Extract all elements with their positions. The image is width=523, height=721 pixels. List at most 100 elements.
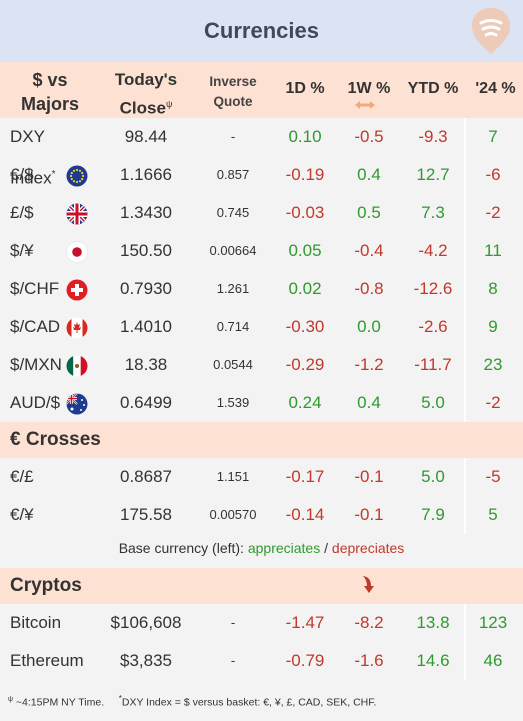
1w-change: -1.2	[354, 355, 384, 374]
table-row: $/CHF 0.7930 1.261 0.02 -0.8 -12.6 8	[0, 270, 523, 308]
ytd-change: -4.2	[418, 241, 448, 260]
1d-change: 0.02	[288, 279, 322, 298]
header-bar: Currencies	[0, 0, 523, 62]
inverse-value: 0.00664	[209, 243, 257, 258]
inverse-value: 0.745	[216, 205, 250, 220]
ytd-change: 12.7	[416, 165, 450, 184]
2024-change: 11	[484, 241, 502, 260]
canada-flag-icon	[66, 317, 88, 339]
table-row: DXY Index* 98.44 - 0.10 -0.5 -9.3 7	[0, 118, 523, 188]
eu-flag-icon	[66, 165, 88, 187]
close-value: 0.6499	[120, 393, 172, 412]
1d-change: -0.03	[285, 203, 325, 222]
pair-label: £/$	[10, 194, 90, 232]
table-row: €/¥ 175.58 0.00570 -0.14 -0.1 7.9 5	[0, 496, 523, 534]
1w-change: 0.0	[357, 317, 381, 336]
table-row: $/CAD 1.4010 0.714 -0.30 0.0 -2.6 9	[0, 308, 523, 346]
close-value: $106,608	[110, 613, 182, 632]
footnote-mark: *	[51, 169, 56, 180]
pair-label: $/CHF	[10, 270, 90, 308]
pair-label: €/£	[10, 458, 90, 496]
1w-change: -0.8	[354, 279, 384, 298]
1d-change: -0.30	[285, 317, 325, 336]
2024-change: 46	[483, 651, 503, 670]
1d-change: -0.19	[285, 165, 325, 184]
inverse-value: -	[230, 129, 236, 144]
column-divider	[464, 458, 466, 534]
ytd-change: 13.8	[416, 613, 450, 632]
pair-label: €/¥	[10, 496, 90, 534]
close-value: 1.4010	[120, 317, 172, 336]
double-arrow-icon	[355, 101, 375, 109]
2024-header: '24 %	[475, 80, 516, 97]
swiss-flag-icon	[66, 279, 88, 301]
inverse-value: 0.00570	[209, 507, 257, 522]
pair-label: Ethereum	[10, 642, 90, 680]
1w-change: -0.5	[354, 127, 384, 146]
2024-change: 23	[483, 355, 503, 374]
pair-label: Bitcoin	[10, 604, 90, 642]
uk-flag-icon	[66, 203, 88, 225]
2024-change: -5	[485, 467, 501, 486]
close-value: 150.50	[120, 241, 172, 260]
pair-label-text: €/$	[10, 165, 34, 184]
close-header: Today's Closeψ	[114, 70, 178, 118]
mexico-flag-icon	[66, 355, 88, 377]
cryptos-section-header: Cryptos	[0, 568, 523, 604]
ytd-change: 14.6	[416, 651, 450, 670]
1w-change: -0.1	[354, 505, 384, 524]
inverse-value: 0.714	[216, 319, 250, 334]
crosses-section-header: € Crosses	[0, 422, 523, 458]
pair-label: $/CAD	[10, 308, 90, 346]
pair-header: $ vs Majors	[20, 70, 80, 114]
2024-change: 7	[488, 127, 498, 146]
1w-change: -0.1	[354, 467, 384, 486]
inverse-value: 0.857	[216, 167, 250, 182]
pair-label: €/$	[10, 156, 90, 194]
legend-separator: /	[320, 540, 332, 556]
inverse-value: 1.261	[216, 281, 250, 296]
pair-label-text: $/¥	[10, 241, 34, 260]
close-value: 0.8687	[120, 467, 172, 486]
table-row: €/£ 0.8687 1.151 -0.17 -0.1 5.0 -5	[0, 458, 523, 496]
column-header-row: $ vs Majors Today's Closeψ Inverse Quote…	[0, 62, 523, 118]
1w-change: 0.5	[357, 203, 381, 222]
1d-change: -0.79	[285, 651, 325, 670]
pair-label: DXY Index*	[10, 118, 90, 188]
cryptos-title: Cryptos	[10, 575, 82, 596]
1d-change: 0.10	[288, 127, 322, 146]
pair-label-text: £/$	[10, 203, 34, 222]
pair-label-text: AUD/$	[10, 393, 61, 412]
1d-change: 0.24	[288, 393, 322, 412]
table-row: €/$ 1.1666 0.857 -0.19 0.4 12.7 -6	[0, 156, 523, 194]
close-value: 1.3430	[120, 203, 172, 222]
inverse-header: Inverse Quote	[209, 74, 257, 109]
japan-flag-icon	[66, 241, 88, 263]
ytd-change: -2.6	[418, 317, 448, 336]
pair-label-text: Bitcoin	[10, 613, 62, 632]
legend-prefix: Base currency (left):	[118, 540, 248, 556]
close-value: 1.1666	[120, 165, 172, 184]
1d-change: -0.29	[285, 355, 325, 374]
2024-change: 9	[488, 317, 498, 336]
1w-change: -1.6	[354, 651, 384, 670]
pair-label-text: €/¥	[10, 505, 34, 524]
inverse-value: -	[230, 615, 236, 630]
inverse-value: 0.0544	[213, 357, 253, 372]
1w-change: -0.4	[354, 241, 384, 260]
table-row: Ethereum $3,835 - -0.79 -1.6 14.6 46	[0, 642, 523, 680]
legend-appreciates: appreciates	[247, 540, 321, 556]
1d-header: 1D %	[285, 80, 325, 97]
close-value: 175.58	[120, 505, 172, 524]
1w-header: 1W %	[347, 80, 391, 97]
table-row: £/$ 1.3430 0.745 -0.03 0.5 7.3 -2	[0, 194, 523, 232]
pair-label-text: $/MXN	[10, 355, 62, 374]
column-divider	[464, 604, 466, 680]
ytd-change: -11.7	[414, 355, 452, 374]
close-value: $3,835	[120, 651, 172, 670]
page-title: Currencies	[204, 18, 319, 43]
2024-change: -6	[485, 165, 501, 184]
inverse-value: -	[230, 653, 236, 668]
2024-change: 123	[478, 613, 508, 632]
pair-label-text: $/CAD	[10, 317, 61, 336]
